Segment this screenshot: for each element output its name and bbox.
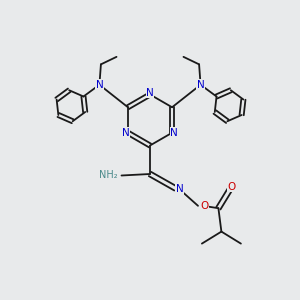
Text: N: N bbox=[176, 184, 183, 194]
Text: NH₂: NH₂ bbox=[99, 170, 118, 181]
Text: N: N bbox=[95, 80, 103, 90]
Text: N: N bbox=[170, 128, 178, 138]
Text: N: N bbox=[146, 88, 154, 98]
Text: N: N bbox=[197, 80, 205, 90]
Text: N: N bbox=[122, 128, 130, 138]
Text: O: O bbox=[227, 182, 236, 192]
Text: O: O bbox=[200, 201, 209, 212]
